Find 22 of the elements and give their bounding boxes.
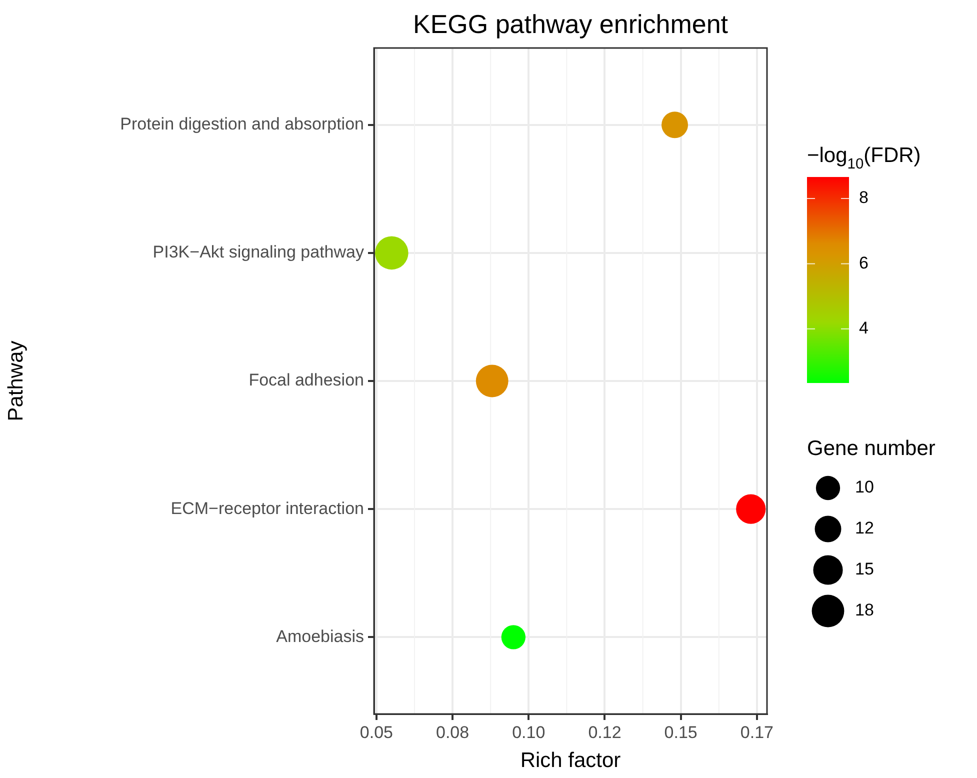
legend-title: Gene number: [807, 437, 936, 460]
x-axis-title: Rich factor: [520, 749, 621, 772]
color-bar-label: 6: [859, 253, 868, 272]
y-axis-title: Pathway: [4, 340, 28, 422]
x-tick-label: 0.17: [740, 722, 774, 742]
color-bar-label: 8: [859, 188, 868, 208]
chart-title: KEGG pathway enrichment: [412, 9, 729, 39]
x-tick-label: 0.08: [436, 722, 470, 742]
y-tick-label: ECM−receptor interaction: [170, 498, 364, 518]
legend-label: 18: [855, 600, 874, 620]
legend-label: 10: [855, 478, 874, 497]
x-tick-label: 0.10: [512, 722, 546, 742]
y-tick-label: Focal adhesion: [248, 370, 364, 390]
y-tick-label: PI3K−Akt signaling pathway: [152, 242, 364, 262]
y-tick-label: Protein digestion and absorption: [120, 114, 364, 134]
legend-label: 15: [855, 560, 874, 579]
x-tick-label: 0.12: [588, 722, 622, 742]
color-bar-label: 4: [859, 318, 868, 338]
x-tick-label: 0.05: [360, 722, 393, 742]
x-tick-label: 0.15: [664, 722, 698, 742]
y-tick-label: Amoebiasis: [276, 626, 364, 646]
legend-label: 12: [855, 518, 874, 538]
